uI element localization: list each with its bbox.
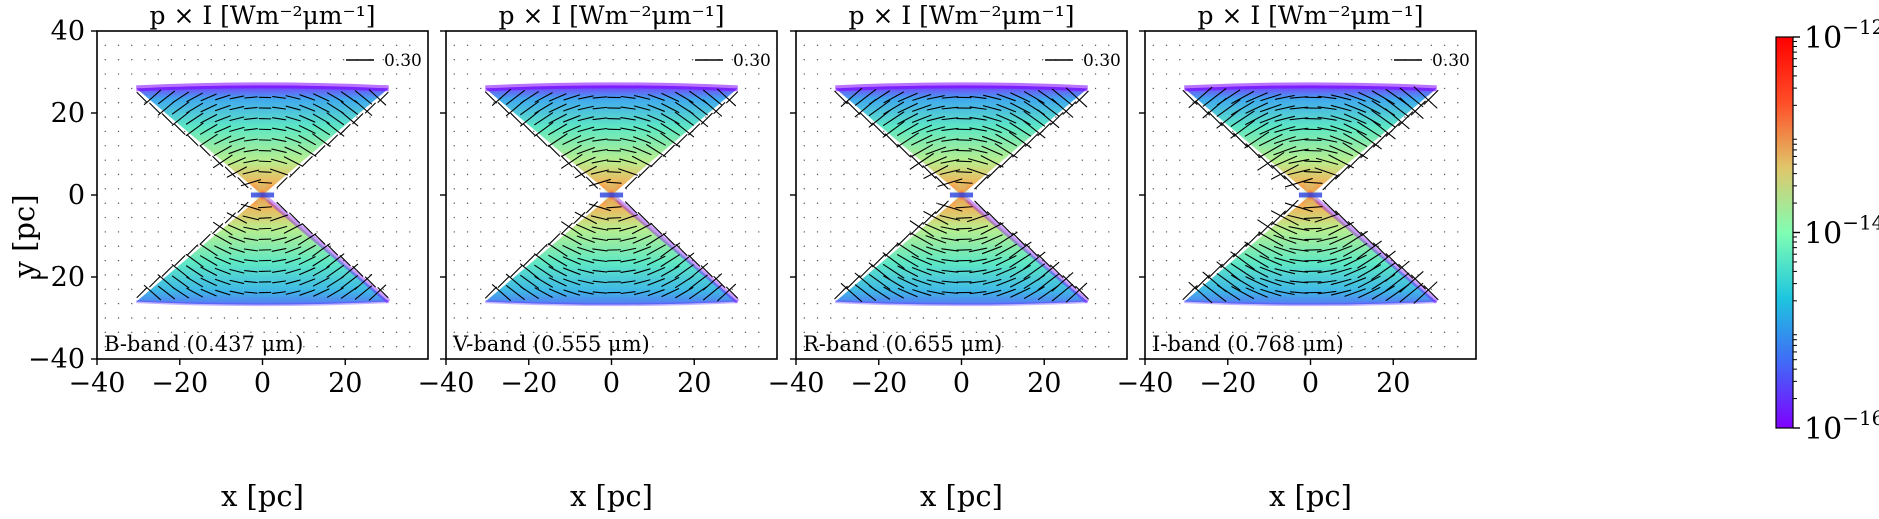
colorbar-tick-label: 10−16 (1804, 406, 1879, 447)
nucleus-torus (250, 192, 275, 198)
cone-lower-rim (835, 300, 1088, 307)
x-tick-label: 20 (1376, 368, 1410, 399)
x-tick-label: −20 (850, 368, 907, 399)
cone-upper-rim (1184, 82, 1437, 92)
x-tick-label: 20 (677, 368, 711, 399)
colorbar: 10−12 10−14 10−16 (1775, 15, 1879, 447)
y-tick-label: 0 (68, 180, 85, 211)
legend-value: 0.30 (733, 51, 771, 71)
x-axis-label: x [pc] (570, 479, 653, 513)
x-ticks: −40 −20 0 20 (69, 359, 362, 399)
x-tick-label: −20 (1199, 368, 1256, 399)
x-axis-label: x [pc] (920, 479, 1003, 513)
band-label: B-band (0.437 μm) (104, 332, 303, 356)
x-axis-label: x [pc] (221, 479, 304, 513)
background-dot-grid (453, 44, 760, 348)
nucleus-torus (599, 192, 624, 198)
colorbar-gradient (1775, 36, 1794, 429)
x-tick-label: 20 (1027, 368, 1061, 399)
colorbar-tick-label: 10−12 (1804, 15, 1879, 56)
panel-title: p × I [Wm⁻²μm⁻¹] (849, 1, 1075, 30)
nucleus-torus (949, 192, 974, 198)
x-tick-label: −40 (418, 368, 475, 399)
cone-lower-edge (260, 193, 391, 304)
x-tick-label: 0 (603, 368, 620, 399)
legend-value: 0.30 (384, 51, 422, 71)
x-tick-label: 20 (328, 368, 362, 399)
legend-value: 0.30 (1432, 51, 1470, 71)
band-label: V-band (0.555 μm) (452, 332, 650, 356)
background-dot-grid (1152, 44, 1459, 348)
cone-lower-rim (485, 300, 738, 307)
cone-lower-rim (1184, 300, 1437, 307)
y-tick-label: −40 (28, 344, 85, 375)
cone-lower-rim (136, 300, 389, 307)
panel-title: p × I [Wm⁻²μm⁻¹] (1198, 1, 1424, 30)
polarization-vectors (136, 89, 389, 301)
x-tick-label: 0 (953, 368, 970, 399)
x-ticks: −40 −20 0 20 (1117, 359, 1410, 399)
band-label: R-band (0.655 μm) (803, 332, 1002, 356)
x-ticks: −40 −20 0 20 (768, 359, 1061, 399)
y-ticks (790, 30, 796, 360)
panel-4: −40 −20 0 20 x [pc] p × I [Wm⁻²μm⁻¹] 0.30 I-ban… (1117, 1, 1477, 513)
panels-group: −40 −20 0 20 x [pc] 40 20 0 −20 −40 p × I [Wm⁻²μm⁻… (28, 1, 1477, 513)
background-dot-grid (803, 44, 1110, 348)
x-tick-label: −40 (768, 368, 825, 399)
x-tick-label: −20 (151, 368, 208, 399)
x-tick-label: −20 (500, 368, 557, 399)
legend-value: 0.30 (1083, 51, 1121, 71)
y-ticks (440, 30, 446, 360)
panel-title: p × I [Wm⁻²μm⁻¹] (150, 1, 376, 30)
colorbar-tick-label: 10−14 (1804, 211, 1879, 252)
cone-lower-edge (959, 193, 1090, 304)
y-tick-label: 20 (51, 98, 85, 129)
x-tick-label: −40 (69, 368, 126, 399)
x-axis-label: x [pc] (1269, 479, 1352, 513)
panel-2: −40 −20 0 20 x [pc] p × I [Wm⁻²μm⁻¹] 0.30 V-ban… (418, 1, 778, 513)
panel-3: −40 −20 0 20 x [pc] p × I [Wm⁻²μm⁻¹] 0.30 R-ban… (768, 1, 1128, 513)
vector-legend: 0.30 (346, 51, 422, 71)
polarization-vectors (834, 87, 1089, 303)
y-tick-label: 40 (51, 16, 85, 47)
cone-upper-rim (485, 82, 738, 92)
x-tick-label: −40 (1117, 368, 1174, 399)
y-tick-label: −20 (28, 262, 85, 293)
vector-legend: 0.30 (695, 51, 771, 71)
cone-upper-rim (136, 82, 389, 92)
shared-axis-labels: y [pc] (7, 194, 41, 278)
y-ticks (1139, 30, 1145, 360)
cone-lower-edge (1308, 193, 1439, 304)
polarization-vectors (485, 88, 738, 302)
vector-legend: 0.30 (1045, 51, 1121, 71)
y-axis-label: y [pc] (7, 194, 41, 278)
panel-title: p × I [Wm⁻²μm⁻¹] (499, 1, 725, 30)
cone-upper-rim (835, 82, 1088, 92)
cone-lower-edge (609, 193, 740, 304)
band-label: I-band (0.768 μm) (1152, 332, 1344, 356)
panel-1: −40 −20 0 20 x [pc] 40 20 0 −20 −40 p × I [Wm⁻²μm⁻… (28, 1, 429, 513)
x-tick-label: 0 (254, 368, 271, 399)
x-ticks: −40 −20 0 20 (418, 359, 711, 399)
x-tick-label: 0 (1302, 368, 1319, 399)
vector-legend: 0.30 (1394, 51, 1470, 71)
y-ticks: 40 20 0 −20 −40 (28, 16, 97, 375)
nucleus-torus (1298, 192, 1323, 198)
polarization-vectors (1182, 86, 1439, 304)
